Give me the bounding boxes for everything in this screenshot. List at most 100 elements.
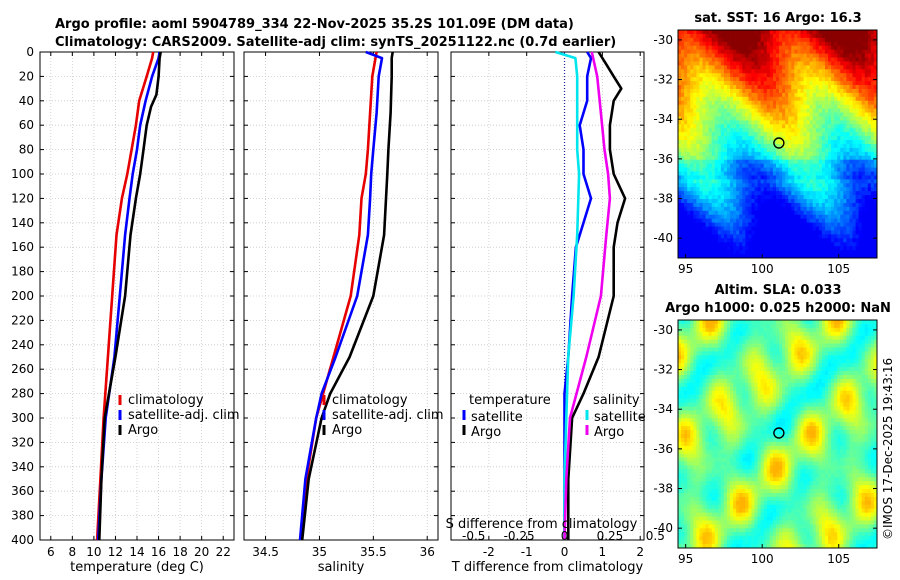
heatmap-cell [797,100,801,106]
heatmap-cell [843,195,847,200]
heatmap-cell [678,206,682,212]
heatmap-cell [730,167,734,172]
heatmap-cell [803,77,807,82]
heatmap-cell [837,202,841,208]
heatmap-cell [772,242,777,247]
heatmap-cell [708,234,713,239]
heatmap-cell [745,65,749,70]
figure-title-line1: Argo profile: aoml 5904789_334 22-Nov-20… [55,17,574,32]
heatmap-cell [708,120,713,125]
heatmap-cell [800,45,804,51]
heatmap-cell [806,179,811,184]
heatmap-cell [812,218,817,224]
heatmap-cell [748,179,752,184]
heatmap-cell [788,359,792,364]
heatmap-cell [837,234,841,239]
heatmap-cell [711,320,716,325]
heatmap-cell [733,151,737,157]
heatmap-cell [779,30,783,35]
heatmap-cell [757,202,762,208]
heatmap-cell [828,234,832,239]
heatmap-cell [693,85,697,90]
heatmap-cell [705,132,710,137]
x-tick-label: 2 [636,545,644,559]
heatmap-cell [806,218,811,224]
heatmap-cell [861,238,866,243]
heatmap-cell [769,191,774,196]
heatmap-cell [797,351,801,356]
heatmap-cell [775,96,780,102]
heatmap-cell [824,140,829,145]
heatmap-cell [837,136,841,141]
heatmap-cell [794,124,798,129]
heatmap-cell [726,171,731,176]
heatmap-cell [873,167,878,172]
heatmap-cell [861,202,866,208]
heatmap-cell [763,116,768,121]
heatmap-cell [852,163,856,168]
heatmap-cell [687,250,691,255]
heatmap-cell [782,159,786,165]
heatmap-cell [711,339,716,344]
heatmap-cell [678,132,682,137]
heatmap-cell [723,367,728,372]
heatmap-cell [782,147,786,153]
heatmap-cell [745,202,749,208]
heatmap-cell [864,210,869,216]
heatmap-cell [723,144,728,149]
heatmap-cell [803,30,807,35]
heatmap-cell [723,206,728,212]
heatmap-cell [782,214,786,220]
heatmap-cell [861,339,866,344]
heatmap-cell [867,132,872,137]
heatmap-cell [800,92,804,98]
heatmap-cell [705,214,710,220]
heatmap-cell [870,49,875,54]
heatmap-cell [687,327,691,333]
heatmap-cell [812,100,817,106]
heatmap-cell [742,88,746,94]
heatmap-cell [757,147,762,153]
heatmap-cell [696,136,700,141]
heatmap-cell [843,210,847,216]
heatmap-cell [684,96,688,102]
heatmap-cell [678,183,682,188]
heatmap-cell [815,140,820,145]
heatmap-cell [702,144,706,149]
heatmap-cell [723,323,728,329]
heatmap-cell [812,335,817,341]
heatmap-cell [772,45,777,51]
heatmap-cell [870,339,875,344]
heatmap-cell [815,222,820,227]
heatmap-cell [785,363,789,368]
heatmap-cell [849,202,853,208]
heatmap-cell [821,195,826,200]
heatmap-cell [720,167,725,172]
heatmap-cell [831,155,835,161]
heatmap-cell [699,33,703,39]
heatmap-cell [693,144,697,149]
heatmap-cell [843,183,847,188]
heatmap-cell [849,57,853,62]
heatmap-cell [742,191,746,196]
heatmap-cell [699,41,703,47]
heatmap-cell [809,73,814,78]
heatmap-cell [714,222,719,227]
heatmap-cell [779,347,783,352]
heatmap-cell [800,96,804,102]
heatmap-cell [864,49,869,54]
heatmap-cell [812,230,817,235]
heatmap-cell [873,85,878,90]
heatmap-cell [837,85,841,90]
heatmap-cell [678,33,682,39]
heatmap-cell [849,210,853,216]
heatmap-cell [693,222,697,227]
heatmap-cell [818,155,823,161]
heatmap-cell [766,120,771,125]
heatmap-cell [733,242,737,247]
heatmap-cell [849,179,853,184]
heatmap-cell [867,199,872,204]
heatmap-cell [742,355,746,360]
heatmap-cell [828,147,832,153]
heatmap-cell [742,359,746,364]
